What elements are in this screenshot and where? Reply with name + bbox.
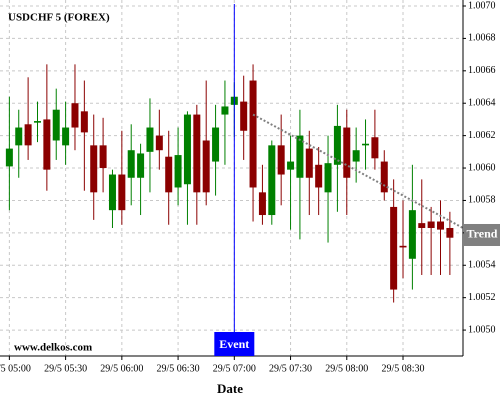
candle-body (212, 127, 220, 162)
x-tick-label: 29/5 05:30 (44, 363, 87, 374)
candle-body (99, 145, 107, 169)
candle-body (183, 114, 191, 185)
candle-body (399, 245, 407, 248)
candle-body (390, 206, 398, 290)
candle-body (352, 150, 360, 162)
candle-body (446, 227, 454, 238)
candle-body (418, 223, 426, 228)
x-axis-label: Date (217, 381, 243, 396)
candle-body (324, 163, 332, 193)
trend-label-box (464, 223, 500, 246)
y-tick-label: 1.0054 (468, 260, 496, 271)
watermark: www.delkos.com (14, 342, 92, 354)
candle-body (137, 153, 145, 178)
candle-body (305, 148, 313, 178)
candle-body (5, 148, 13, 167)
candle-body (15, 127, 23, 146)
candle-body (80, 111, 88, 133)
candle-body (268, 145, 276, 216)
y-tick-label: 1.0058 (468, 195, 496, 206)
candle-body (43, 119, 51, 170)
candle-body (371, 137, 379, 159)
candle-body (221, 106, 229, 115)
candle-body (71, 103, 79, 128)
candle-body (427, 221, 435, 228)
candle-body (258, 192, 266, 216)
candle-body (165, 156, 173, 193)
candle-body (277, 145, 285, 175)
candle-body (343, 127, 351, 178)
candle-body (333, 125, 341, 165)
candle-body (155, 135, 163, 151)
candle-body (174, 155, 182, 188)
candle-body (52, 109, 60, 141)
candle-body (24, 124, 32, 146)
grid (0, 0, 463, 356)
trend-label: Trend (467, 227, 498, 241)
x-tick-label: 29/5 08:00 (325, 363, 368, 374)
event-label-box (214, 332, 255, 356)
candle-body (90, 145, 98, 193)
y-tick-label: 1.0050 (468, 324, 496, 335)
y-tick-label: 1.0066 (468, 65, 496, 76)
y-tick-label: 1.0068 (468, 33, 496, 44)
candle-body (240, 101, 248, 131)
y-tick-label: 1.0070 (468, 0, 496, 11)
candle-body (108, 174, 116, 211)
candle-body (296, 135, 304, 178)
candle-body (287, 161, 295, 170)
x-tick-label: 29/5 05:00 (0, 363, 31, 374)
candle-body (437, 221, 445, 230)
candle-body (362, 143, 370, 146)
y-tick-label: 1.0064 (468, 98, 496, 109)
candles (5, 64, 454, 303)
candle-body (127, 150, 135, 178)
candle-body (408, 210, 416, 259)
candle-body (118, 174, 126, 211)
x-tick-label: 29/5 07:30 (269, 363, 312, 374)
candle-body (380, 161, 388, 193)
candle-body (62, 127, 70, 146)
candle-body (249, 80, 257, 188)
y-tick-label: 1.0060 (468, 162, 496, 173)
x-tick-label: 29/5 06:00 (100, 363, 143, 374)
y-tick-label: 1.0052 (468, 292, 496, 303)
y-tick-label: 1.0062 (468, 130, 496, 141)
candle-body (193, 114, 201, 193)
x-tick-label: 29/5 08:30 (381, 363, 424, 374)
event-label: Event (219, 337, 249, 351)
x-tick-label: 29/5 06:30 (157, 363, 200, 374)
chart-title: USDCHF 5 (FOREX) (8, 12, 110, 24)
candle-body (33, 121, 41, 123)
candle-body (315, 164, 323, 188)
candle-body (146, 127, 154, 152)
x-tick-label: 29/5 07:00 (213, 363, 256, 374)
candle-body (202, 140, 210, 193)
